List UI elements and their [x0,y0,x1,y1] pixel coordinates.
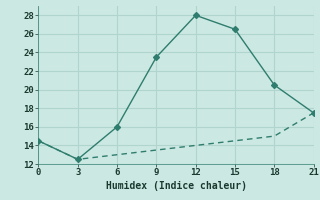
X-axis label: Humidex (Indice chaleur): Humidex (Indice chaleur) [106,181,246,191]
